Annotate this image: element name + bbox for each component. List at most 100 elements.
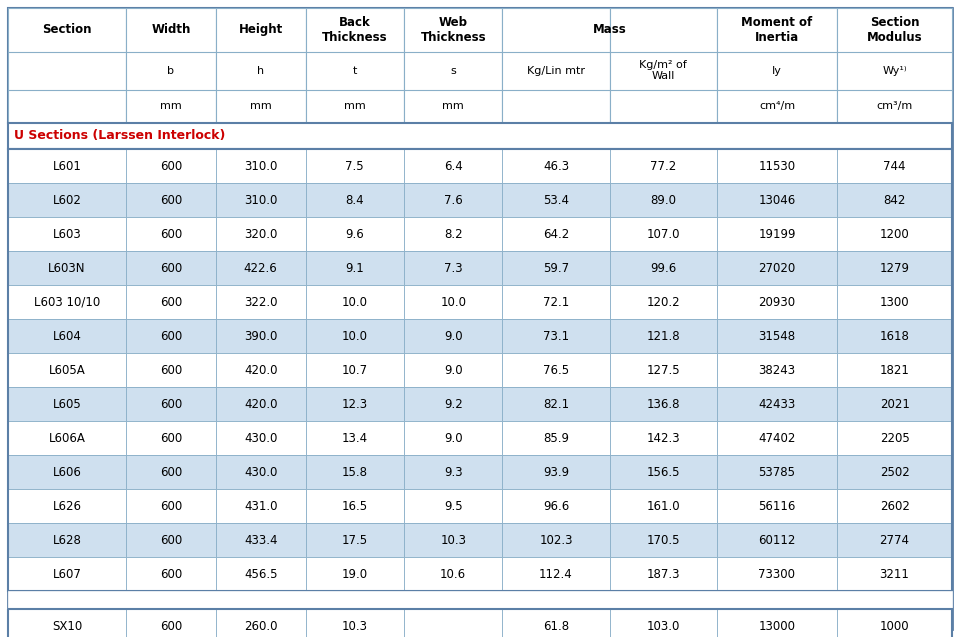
Text: 600: 600 — [160, 262, 182, 275]
Text: Back
Thickness: Back Thickness — [322, 16, 388, 44]
Bar — [717, 353, 837, 387]
Text: 10.3: 10.3 — [342, 620, 368, 633]
Bar — [305, 609, 404, 637]
Bar — [502, 285, 610, 319]
Text: 842: 842 — [883, 194, 905, 206]
Bar — [502, 455, 610, 489]
Text: L605: L605 — [53, 397, 82, 410]
Text: 7.3: 7.3 — [444, 262, 463, 275]
Bar — [502, 183, 610, 217]
Bar — [8, 455, 126, 489]
Text: 15.8: 15.8 — [342, 466, 368, 478]
Bar — [502, 353, 610, 387]
Text: 600: 600 — [160, 620, 182, 633]
Text: L626: L626 — [53, 499, 82, 513]
Bar — [717, 285, 837, 319]
Bar — [216, 251, 305, 285]
Bar — [837, 353, 952, 387]
Text: 10.7: 10.7 — [342, 364, 368, 376]
Text: 1200: 1200 — [879, 227, 909, 241]
Bar — [610, 285, 717, 319]
Text: 3211: 3211 — [879, 568, 909, 580]
Text: 170.5: 170.5 — [646, 534, 680, 547]
Bar — [837, 557, 952, 591]
Bar — [717, 557, 837, 591]
Bar — [502, 387, 610, 421]
Text: 9.0: 9.0 — [444, 431, 463, 445]
Text: Iy: Iy — [772, 66, 782, 76]
Bar — [8, 455, 952, 489]
Bar — [8, 421, 952, 455]
Bar — [717, 421, 837, 455]
Text: 17.5: 17.5 — [342, 534, 368, 547]
Bar — [404, 285, 502, 319]
Text: 102.3: 102.3 — [540, 534, 573, 547]
Text: Section: Section — [42, 24, 92, 36]
Text: 13046: 13046 — [758, 194, 796, 206]
Text: 73.1: 73.1 — [543, 329, 569, 343]
Text: L607: L607 — [53, 568, 82, 580]
Bar — [837, 149, 952, 183]
Text: 8.4: 8.4 — [346, 194, 364, 206]
Bar — [404, 609, 502, 637]
Text: Height: Height — [238, 24, 283, 36]
Bar — [8, 353, 952, 387]
Bar — [8, 489, 126, 523]
Text: 9.6: 9.6 — [346, 227, 364, 241]
Text: 600: 600 — [160, 194, 182, 206]
Bar — [717, 8, 837, 123]
Bar — [8, 557, 952, 591]
Bar — [502, 609, 610, 637]
Text: L604: L604 — [53, 329, 82, 343]
Text: Wy¹⁾: Wy¹⁾ — [882, 66, 907, 76]
Bar — [502, 489, 610, 523]
Text: 7.6: 7.6 — [444, 194, 463, 206]
Bar — [610, 149, 717, 183]
Text: t: t — [352, 66, 357, 76]
Text: h: h — [257, 66, 264, 76]
Text: 161.0: 161.0 — [646, 499, 680, 513]
Bar — [8, 557, 126, 591]
Bar — [126, 183, 216, 217]
Bar — [837, 609, 952, 637]
Text: L603 10/10: L603 10/10 — [34, 296, 100, 308]
Text: cm³/m: cm³/m — [876, 101, 913, 111]
Text: 187.3: 187.3 — [646, 568, 680, 580]
Text: 103.0: 103.0 — [646, 620, 680, 633]
Bar — [610, 387, 717, 421]
Bar — [305, 557, 404, 591]
Text: 53785: 53785 — [758, 466, 796, 478]
Text: 1618: 1618 — [879, 329, 909, 343]
Text: 112.4: 112.4 — [540, 568, 573, 580]
Text: 2205: 2205 — [879, 431, 909, 445]
Bar — [8, 123, 952, 149]
Bar — [126, 557, 216, 591]
Bar — [216, 557, 305, 591]
Text: 19.0: 19.0 — [342, 568, 368, 580]
Text: 600: 600 — [160, 329, 182, 343]
Bar — [8, 609, 952, 637]
Text: 12.3: 12.3 — [342, 397, 368, 410]
Bar — [717, 149, 837, 183]
Bar — [502, 523, 610, 557]
Bar — [404, 319, 502, 353]
Text: 430.0: 430.0 — [244, 431, 277, 445]
Bar — [610, 557, 717, 591]
Text: 47402: 47402 — [758, 431, 796, 445]
Text: mm: mm — [443, 101, 464, 111]
Bar — [305, 183, 404, 217]
Bar — [8, 8, 952, 123]
Text: L602: L602 — [53, 194, 82, 206]
Bar — [305, 251, 404, 285]
Bar — [126, 149, 216, 183]
Text: mm: mm — [250, 101, 272, 111]
Bar — [837, 489, 952, 523]
Text: 431.0: 431.0 — [244, 499, 277, 513]
Text: 64.2: 64.2 — [543, 227, 569, 241]
Bar — [126, 421, 216, 455]
Text: s: s — [450, 66, 456, 76]
Bar — [216, 609, 305, 637]
Text: 56116: 56116 — [758, 499, 796, 513]
Bar — [717, 455, 837, 489]
Text: 1300: 1300 — [879, 296, 909, 308]
